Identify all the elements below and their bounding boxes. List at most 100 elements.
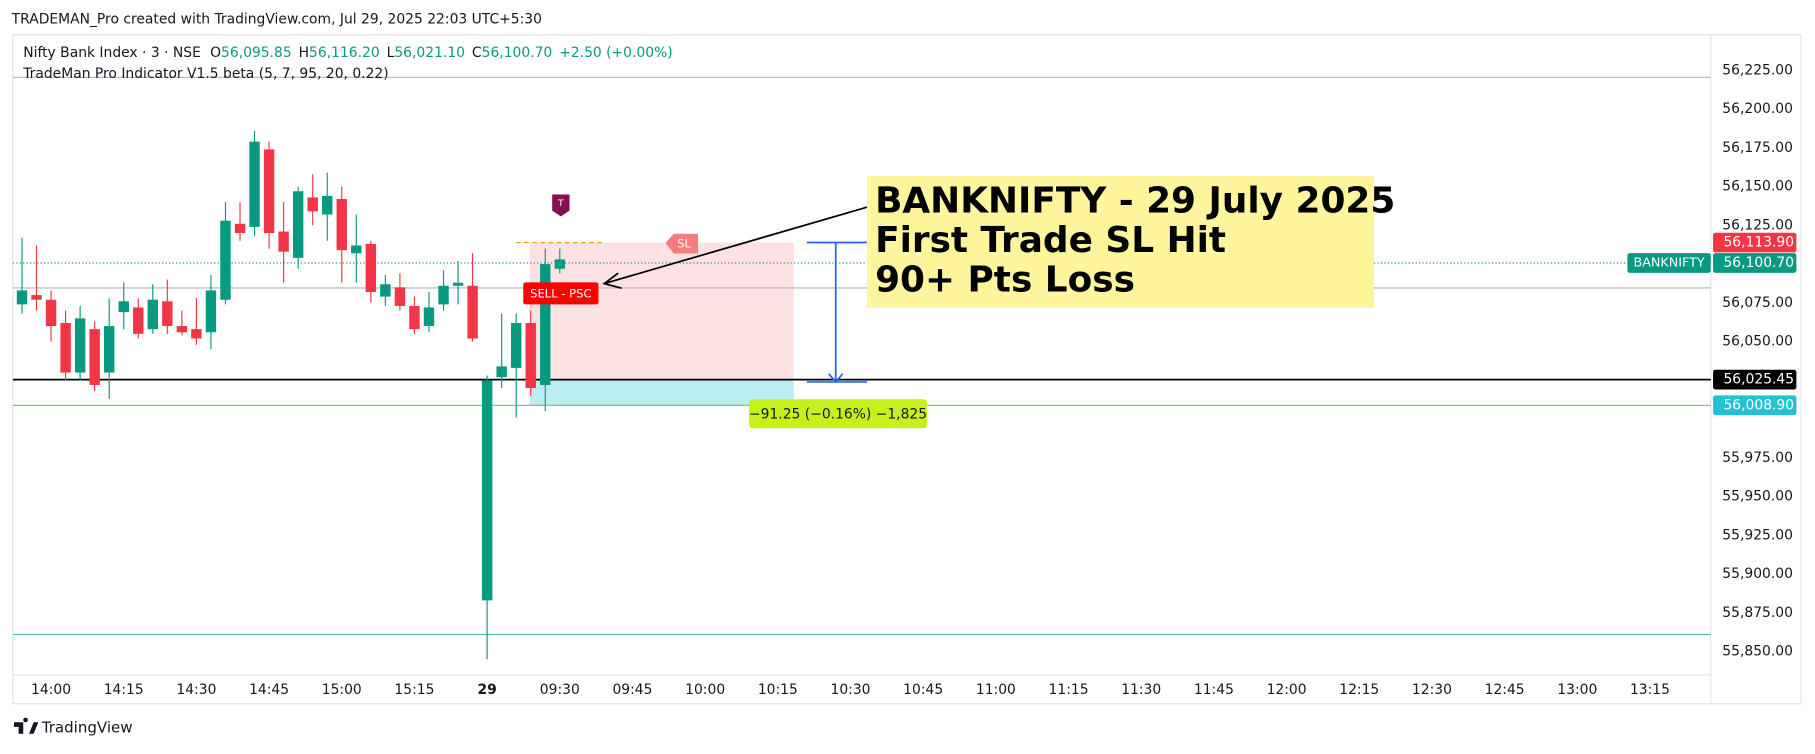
price-label: 56,008.90 bbox=[1723, 397, 1794, 413]
marker-box bbox=[552, 194, 570, 217]
y-tick-label: 55,950.00 bbox=[1722, 489, 1793, 505]
measure-label-box bbox=[748, 399, 928, 429]
symbol-tag-box bbox=[1627, 253, 1711, 273]
legend-key: C bbox=[472, 45, 482, 61]
indicator-label: TradeMan Pro Indicator V1.5 beta (5, 7, … bbox=[22, 66, 388, 82]
candle-body bbox=[89, 329, 100, 385]
price-label: 56,025.45 bbox=[1723, 372, 1794, 388]
annotation-arrow bbox=[604, 206, 868, 285]
x-tick-label: 10:00 bbox=[685, 682, 725, 698]
candle-body bbox=[205, 290, 217, 333]
candle-body bbox=[176, 326, 188, 333]
y-tick-label: 56,050.00 bbox=[1722, 334, 1793, 350]
y-tick-label: 56,125.00 bbox=[1722, 217, 1793, 233]
candle-body bbox=[351, 245, 362, 254]
candle-body bbox=[118, 301, 129, 313]
legend-change: +2.50 (+0.00%) bbox=[559, 45, 672, 61]
x-tick-label: 29 bbox=[477, 682, 496, 698]
y-tick-label: 56,225.00 bbox=[1722, 62, 1793, 78]
x-tick-label: 14:00 bbox=[31, 682, 71, 698]
price-label: 56,100.70 bbox=[1723, 255, 1794, 271]
candle-body bbox=[525, 322, 536, 389]
symbol-tag: BANKNIFTY bbox=[1633, 256, 1704, 271]
x-tick-label: 14:30 bbox=[176, 682, 216, 698]
x-tick-label: 14:15 bbox=[104, 682, 144, 698]
logo-icon bbox=[13, 717, 39, 734]
x-tick-label: 12:00 bbox=[1267, 682, 1307, 698]
candle-body bbox=[496, 366, 507, 378]
candle-body bbox=[278, 231, 289, 252]
x-tick-label: 14:45 bbox=[249, 682, 289, 698]
price-label-box bbox=[1713, 395, 1797, 416]
candle-body bbox=[263, 149, 275, 234]
candle-body bbox=[510, 322, 522, 368]
x-tick-label: 11:00 bbox=[976, 682, 1016, 698]
candle-body bbox=[220, 220, 231, 300]
candle-body bbox=[60, 322, 71, 373]
candle-body bbox=[554, 259, 566, 269]
plot: 14:00 14:15 14:30 14:45 15:00 15:15 29 09:30 09:… bbox=[12, 45, 1797, 698]
sl-label: SL bbox=[677, 237, 691, 251]
price-label-box bbox=[1713, 369, 1797, 390]
footer-brand: TradingView bbox=[41, 719, 133, 737]
y-tick-label: 55,875.00 bbox=[1722, 605, 1793, 621]
x-tick-label: 09:45 bbox=[612, 682, 652, 698]
candle-body bbox=[394, 287, 406, 306]
legend-value: 56,095.85 bbox=[221, 45, 292, 61]
stop-zone bbox=[529, 242, 794, 380]
measure-label: −91.25 (−0.16%) −1,825 bbox=[749, 406, 927, 422]
candle-body bbox=[307, 197, 318, 212]
candle-body bbox=[540, 264, 551, 385]
legend-key: O bbox=[210, 45, 221, 61]
signal-label-box bbox=[523, 282, 599, 305]
candle-body bbox=[452, 282, 464, 286]
header: TRADEMAN_Pro created with TradingView.co… bbox=[11, 12, 542, 28]
price-label-box bbox=[1713, 253, 1797, 273]
legend-value: 56,021.10 bbox=[394, 45, 465, 61]
x-tick-label: 10:30 bbox=[831, 682, 871, 698]
y-tick-label: 55,850.00 bbox=[1722, 644, 1793, 660]
candle-body bbox=[423, 307, 435, 327]
measure-arrowhead bbox=[828, 373, 844, 384]
x-tick-label: 12:30 bbox=[1412, 682, 1452, 698]
legend-value: 56,100.70 bbox=[482, 45, 553, 61]
annotation-box bbox=[866, 175, 1374, 308]
marker-label: T bbox=[557, 198, 564, 209]
candle-body bbox=[249, 141, 260, 227]
candle-body bbox=[438, 285, 449, 305]
x-tick-label: 13:15 bbox=[1630, 682, 1670, 698]
y-tick-label: 56,075.00 bbox=[1722, 295, 1793, 311]
x-tick-label: 15:15 bbox=[394, 682, 434, 698]
candle-body bbox=[162, 301, 173, 327]
y-tick-label: 56,150.00 bbox=[1722, 179, 1793, 195]
candle-body bbox=[409, 305, 420, 330]
candle-body bbox=[31, 295, 42, 300]
annotation-line: BANKNIFTY - 29 July 2025 bbox=[875, 181, 1395, 222]
candle-body bbox=[191, 329, 202, 339]
candle-body bbox=[380, 284, 391, 297]
candle-body bbox=[147, 299, 159, 330]
y-tick-label: 56,200.00 bbox=[1722, 101, 1793, 117]
candle-body bbox=[322, 195, 333, 215]
candle-body bbox=[103, 326, 115, 373]
x-tick-label: 11:45 bbox=[1194, 682, 1234, 698]
x-tick-label: 11:15 bbox=[1049, 682, 1089, 698]
candle-body bbox=[45, 299, 57, 327]
x-tick-label: 12:15 bbox=[1339, 682, 1379, 698]
chart-frame bbox=[12, 34, 1802, 705]
x-tick-label: 09:30 bbox=[540, 682, 580, 698]
y-tick-label: 56,175.00 bbox=[1722, 140, 1793, 156]
legend-symbol: Nifty Bank Index · 3 · NSE bbox=[23, 45, 201, 61]
candle-body bbox=[336, 198, 347, 251]
y-tick-label: 55,900.00 bbox=[1722, 566, 1793, 582]
candle-body bbox=[16, 290, 28, 305]
y-tick-label: 55,975.00 bbox=[1722, 450, 1793, 466]
candle-body bbox=[292, 191, 304, 258]
legend-key: L bbox=[387, 45, 395, 61]
annotation-arrowhead bbox=[602, 272, 622, 290]
tradingview-logo: TradingView bbox=[13, 717, 133, 737]
candle-body bbox=[481, 380, 493, 601]
legend-value: 56,116.20 bbox=[309, 45, 380, 61]
